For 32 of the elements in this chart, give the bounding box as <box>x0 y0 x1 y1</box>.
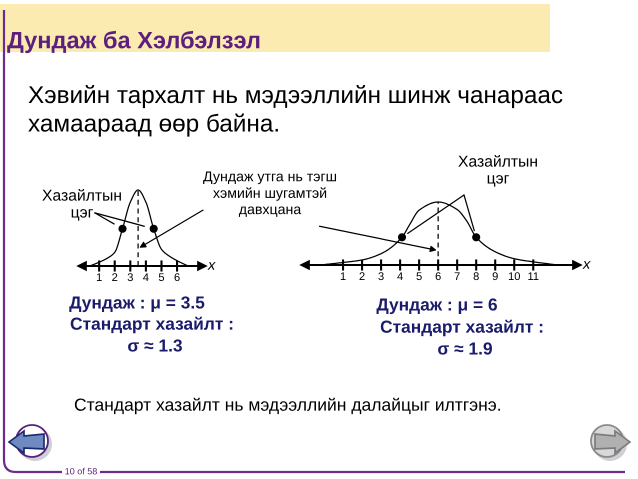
text: 10 of 58 <box>65 468 97 474</box>
x-tick-label: 11 <box>528 272 538 280</box>
x-tick-label: 6 <box>436 272 441 280</box>
text: σ ≈ 1.9 <box>438 342 492 355</box>
x-tick-label: 5 <box>416 272 422 280</box>
annotation: Дундаж утга нь тэгш хэмийн шугамтэй давхцана <box>203 171 336 217</box>
text: Стандарт хазайлт : <box>380 320 542 336</box>
x-tick-label: 2 <box>112 273 118 281</box>
x-tick-label: 5 <box>158 273 164 282</box>
x-tick-label: 2 <box>360 272 365 280</box>
annotation: Хазайлтын цэг <box>42 188 121 221</box>
x-tick-label: 6 <box>174 273 180 282</box>
x-tick-label: 4 <box>143 273 149 281</box>
x-tick-label: 3 <box>128 273 133 282</box>
x-axis-title: x <box>207 262 216 270</box>
text: Хэвийн тархалт нь мэдээллийн шинж чанараас хамаараад өөр байна. <box>28 85 562 137</box>
x-tick-label: 10 <box>508 272 520 280</box>
x-tick-label: 3 <box>378 272 384 280</box>
x-tick-label: 7 <box>454 272 460 280</box>
x-tick-label: 4 <box>397 272 403 280</box>
text: Стандарт хазайлт : <box>70 316 232 334</box>
x-tick-label: 8 <box>474 272 479 280</box>
annotation: Хазайлтын цэг <box>458 154 537 187</box>
x-tick-label: 1 <box>96 273 102 281</box>
text: Дундаж : μ = 6 <box>376 298 497 314</box>
text: Дундаж ба Хэлбэлзэл <box>7 30 260 54</box>
text: Стандарт хазайлт нь мэдээллийн далайцыг илтгэнэ. <box>74 398 500 414</box>
text: σ ≈ 1.3 <box>128 339 182 352</box>
x-axis-title: x <box>582 261 591 269</box>
text: Дундаж : μ = 3.5 <box>69 296 204 312</box>
x-tick-label: 1 <box>340 272 346 280</box>
x-tick-label: 9 <box>492 272 498 280</box>
